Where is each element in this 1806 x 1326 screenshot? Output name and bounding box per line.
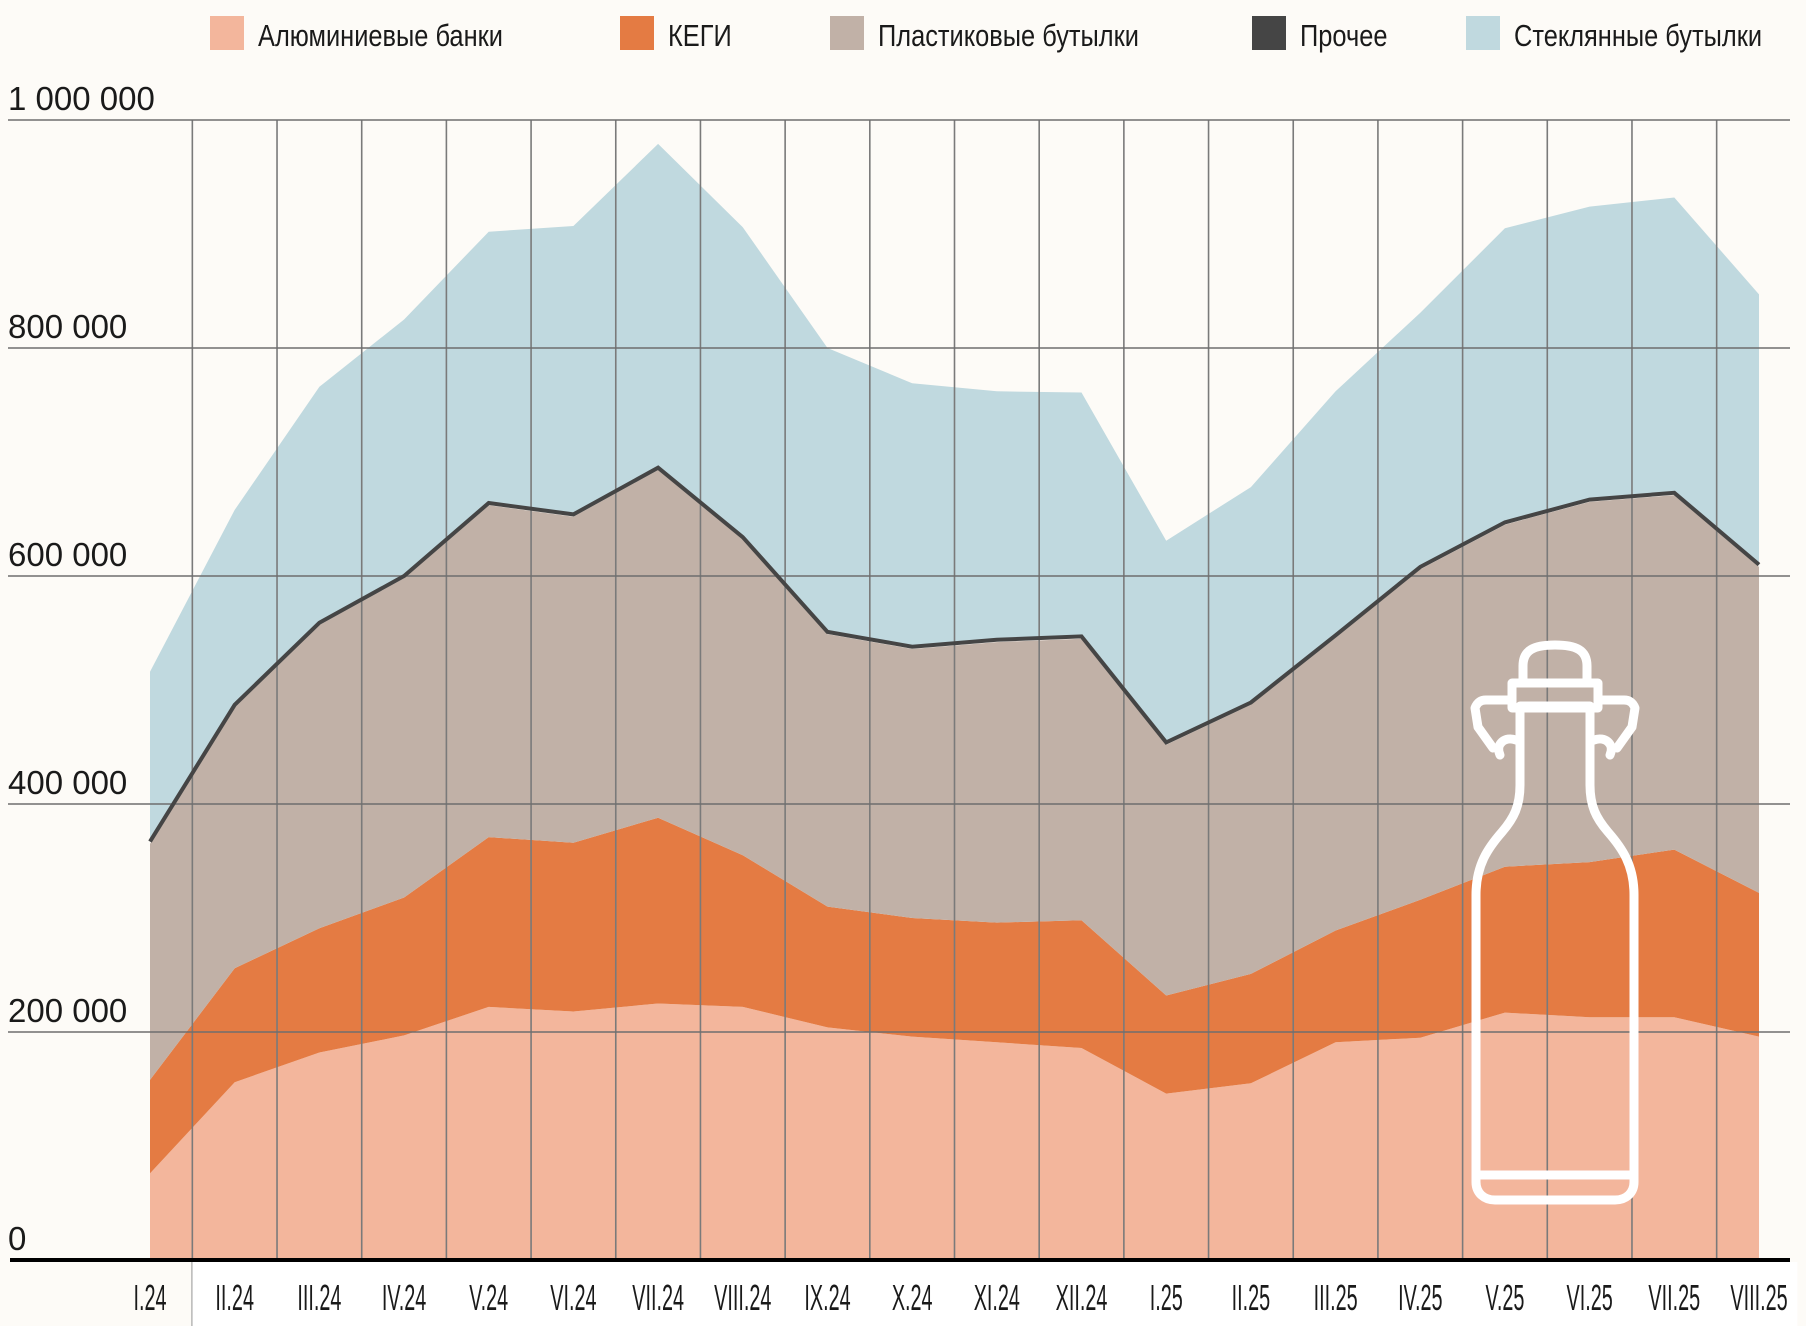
horizontal-gridlines — [8, 119, 1790, 1033]
x-tick-label: XI.24 — [974, 1279, 1020, 1319]
x-tick-label: VIII.24 — [714, 1279, 771, 1319]
x-tick-label: VIII.25 — [1730, 1279, 1787, 1319]
x-tick-label: IV.25 — [1398, 1279, 1442, 1319]
legend-label: КЕГИ — [668, 19, 732, 54]
x-label-band — [192, 1262, 1798, 1326]
bottle-icon-part — [1470, 695, 1517, 753]
bottle-icon-part — [1518, 640, 1592, 688]
x-tick-label: VI.24 — [550, 1279, 596, 1319]
series-line-other — [148, 465, 1761, 843]
x-tick-label: X.24 — [892, 1279, 933, 1319]
y-axis-ticks: 0 200 000 400 000 600 000 800 000 1 000 000 — [8, 80, 155, 1257]
legend: Алюминиевые банки КЕГИ Пластиковые бутылки… — [210, 16, 1762, 54]
x-tick-label: II.25 — [1232, 1279, 1271, 1319]
x-tick-label: V.25 — [1485, 1279, 1524, 1319]
x-tick-label: I.24 — [133, 1279, 166, 1319]
legend-swatch — [830, 16, 864, 50]
bottle-icon-part — [1593, 695, 1640, 753]
bottle-icon-part — [1494, 734, 1521, 760]
legend-label: Алюминиевые банки — [258, 19, 503, 54]
y-tick-label: 1 000 000 — [8, 80, 155, 117]
x-tick-label: I.25 — [1150, 1279, 1183, 1319]
y-tick-label: 200 000 — [8, 992, 127, 1029]
x-tick-label: VII.25 — [1648, 1279, 1700, 1319]
legend-swatch — [620, 16, 654, 50]
x-tick-label: II.24 — [215, 1279, 254, 1319]
bottle-icon-part — [1589, 734, 1616, 760]
x-tick-label: V.24 — [469, 1279, 508, 1319]
x-tick-label: III.24 — [297, 1279, 341, 1319]
y-tick-label: 600 000 — [8, 536, 127, 573]
legend-swatch — [1252, 16, 1286, 50]
legend-swatch — [210, 16, 244, 50]
legend-label: Стеклянные бутылки — [1514, 19, 1762, 54]
x-tick-label: IX.24 — [804, 1279, 850, 1319]
x-tick-label: VII.24 — [632, 1279, 684, 1319]
x-tick-label: XII.24 — [1056, 1279, 1108, 1319]
line-series-other — [148, 465, 1761, 843]
legend-swatch — [1466, 16, 1500, 50]
bottle-icon — [1470, 640, 1640, 1205]
x-tick-label: III.25 — [1314, 1279, 1358, 1319]
y-tick-label: 0 — [8, 1220, 26, 1257]
legend-label: Прочее — [1300, 19, 1387, 54]
x-tick-label: VI.25 — [1566, 1279, 1612, 1319]
legend-label: Пластиковые бутылки — [878, 19, 1139, 54]
bottle-icon-part — [1471, 701, 1639, 1205]
x-tick-label: IV.24 — [382, 1279, 426, 1319]
x-axis-ticks: I.24 II.24 III.24 IV.24 V.24 VI.24 VII.24 VIII.… — [133, 1262, 1798, 1326]
y-tick-label: 400 000 — [8, 764, 127, 801]
y-tick-label: 800 000 — [8, 308, 127, 345]
